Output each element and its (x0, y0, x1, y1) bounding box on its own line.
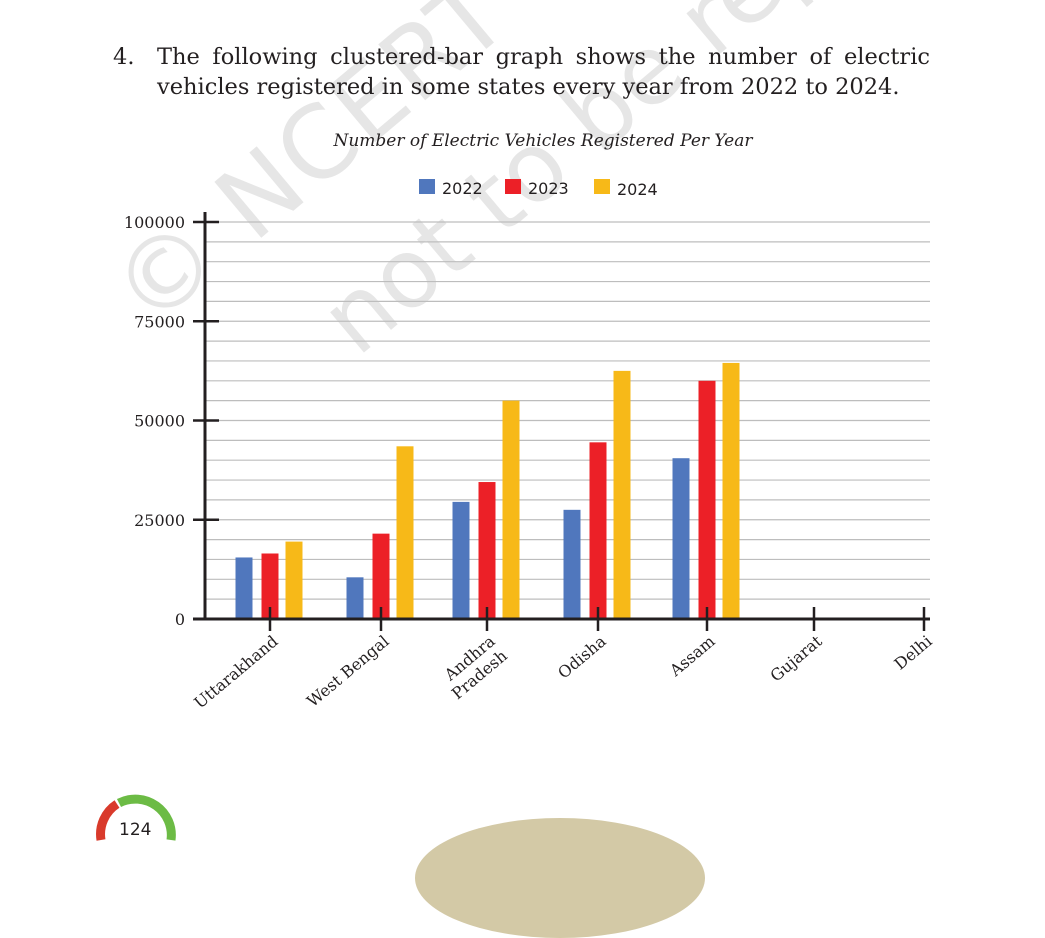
chart-legend: 2022 2023 2024 (419, 179, 658, 199)
bar-2022-assam (672, 458, 690, 619)
y-tick-label: 25000 (134, 511, 185, 530)
bar-2024-west-bengal (396, 446, 414, 619)
chart-bars (235, 362, 740, 619)
y-tick-label: 0 (175, 610, 185, 629)
y-tick-label: 100000 (124, 213, 185, 232)
bar-2022-andhra-pradesh (452, 501, 470, 619)
x-tick-label-uttarakhand: Uttarakhand (190, 632, 281, 713)
bar-2024-assam (722, 362, 740, 619)
x-axis-ticks: Uttarakhand West Bengal AndhraPradesh Odish… (190, 607, 936, 713)
bar-2023-assam (698, 380, 716, 619)
x-tick-label-assam: Assam (665, 632, 718, 681)
footer-decoration (415, 818, 705, 938)
y-axis-ticks: 0 25000 50000 75000 100000 (124, 213, 219, 629)
page-number: 124 (119, 820, 152, 840)
chart-title: Number of Electric Vehicles Registered P… (332, 131, 753, 151)
question-number: 4. (113, 44, 135, 70)
x-tick-label-delhi: Delhi (891, 632, 936, 674)
legend-swatch-2024 (594, 179, 610, 194)
x-tick-label-andhra-pradesh: AndhraPradesh (436, 631, 511, 703)
bar-2022-west-bengal (346, 577, 364, 619)
legend-label-2023: 2023 (528, 179, 569, 198)
bar-2023-uttarakhand (261, 553, 279, 619)
bar-2024-odisha (613, 370, 631, 619)
legend-swatch-2022 (419, 179, 435, 194)
bar-2023-odisha (589, 442, 607, 619)
bar-2024-uttarakhand (285, 541, 303, 619)
clustered-bar-chart: Number of Electric Vehicles Registered P… (124, 131, 936, 713)
y-tick-label: 75000 (134, 312, 185, 331)
bar-2024-andhra-pradesh (502, 400, 520, 619)
legend-label-2022: 2022 (442, 179, 483, 198)
x-tick-label-odisha: Odisha (554, 631, 610, 682)
bar-2022-odisha (563, 509, 581, 619)
page-badge-icon (96, 794, 176, 841)
legend-swatch-2023 (505, 179, 521, 194)
chart-axes (193, 212, 930, 621)
question-text: The following clustered-bar graph shows … (157, 44, 930, 100)
x-tick-label-gujarat: Gujarat (766, 631, 826, 685)
legend-label-2024: 2024 (617, 180, 658, 199)
bar-2023-west-bengal (372, 533, 390, 619)
bar-2022-uttarakhand (235, 557, 253, 619)
bar-2023-andhra-pradesh (478, 482, 496, 619)
x-tick-label-west-bengal: West Bengal (303, 632, 392, 711)
y-tick-label: 50000 (134, 412, 185, 431)
